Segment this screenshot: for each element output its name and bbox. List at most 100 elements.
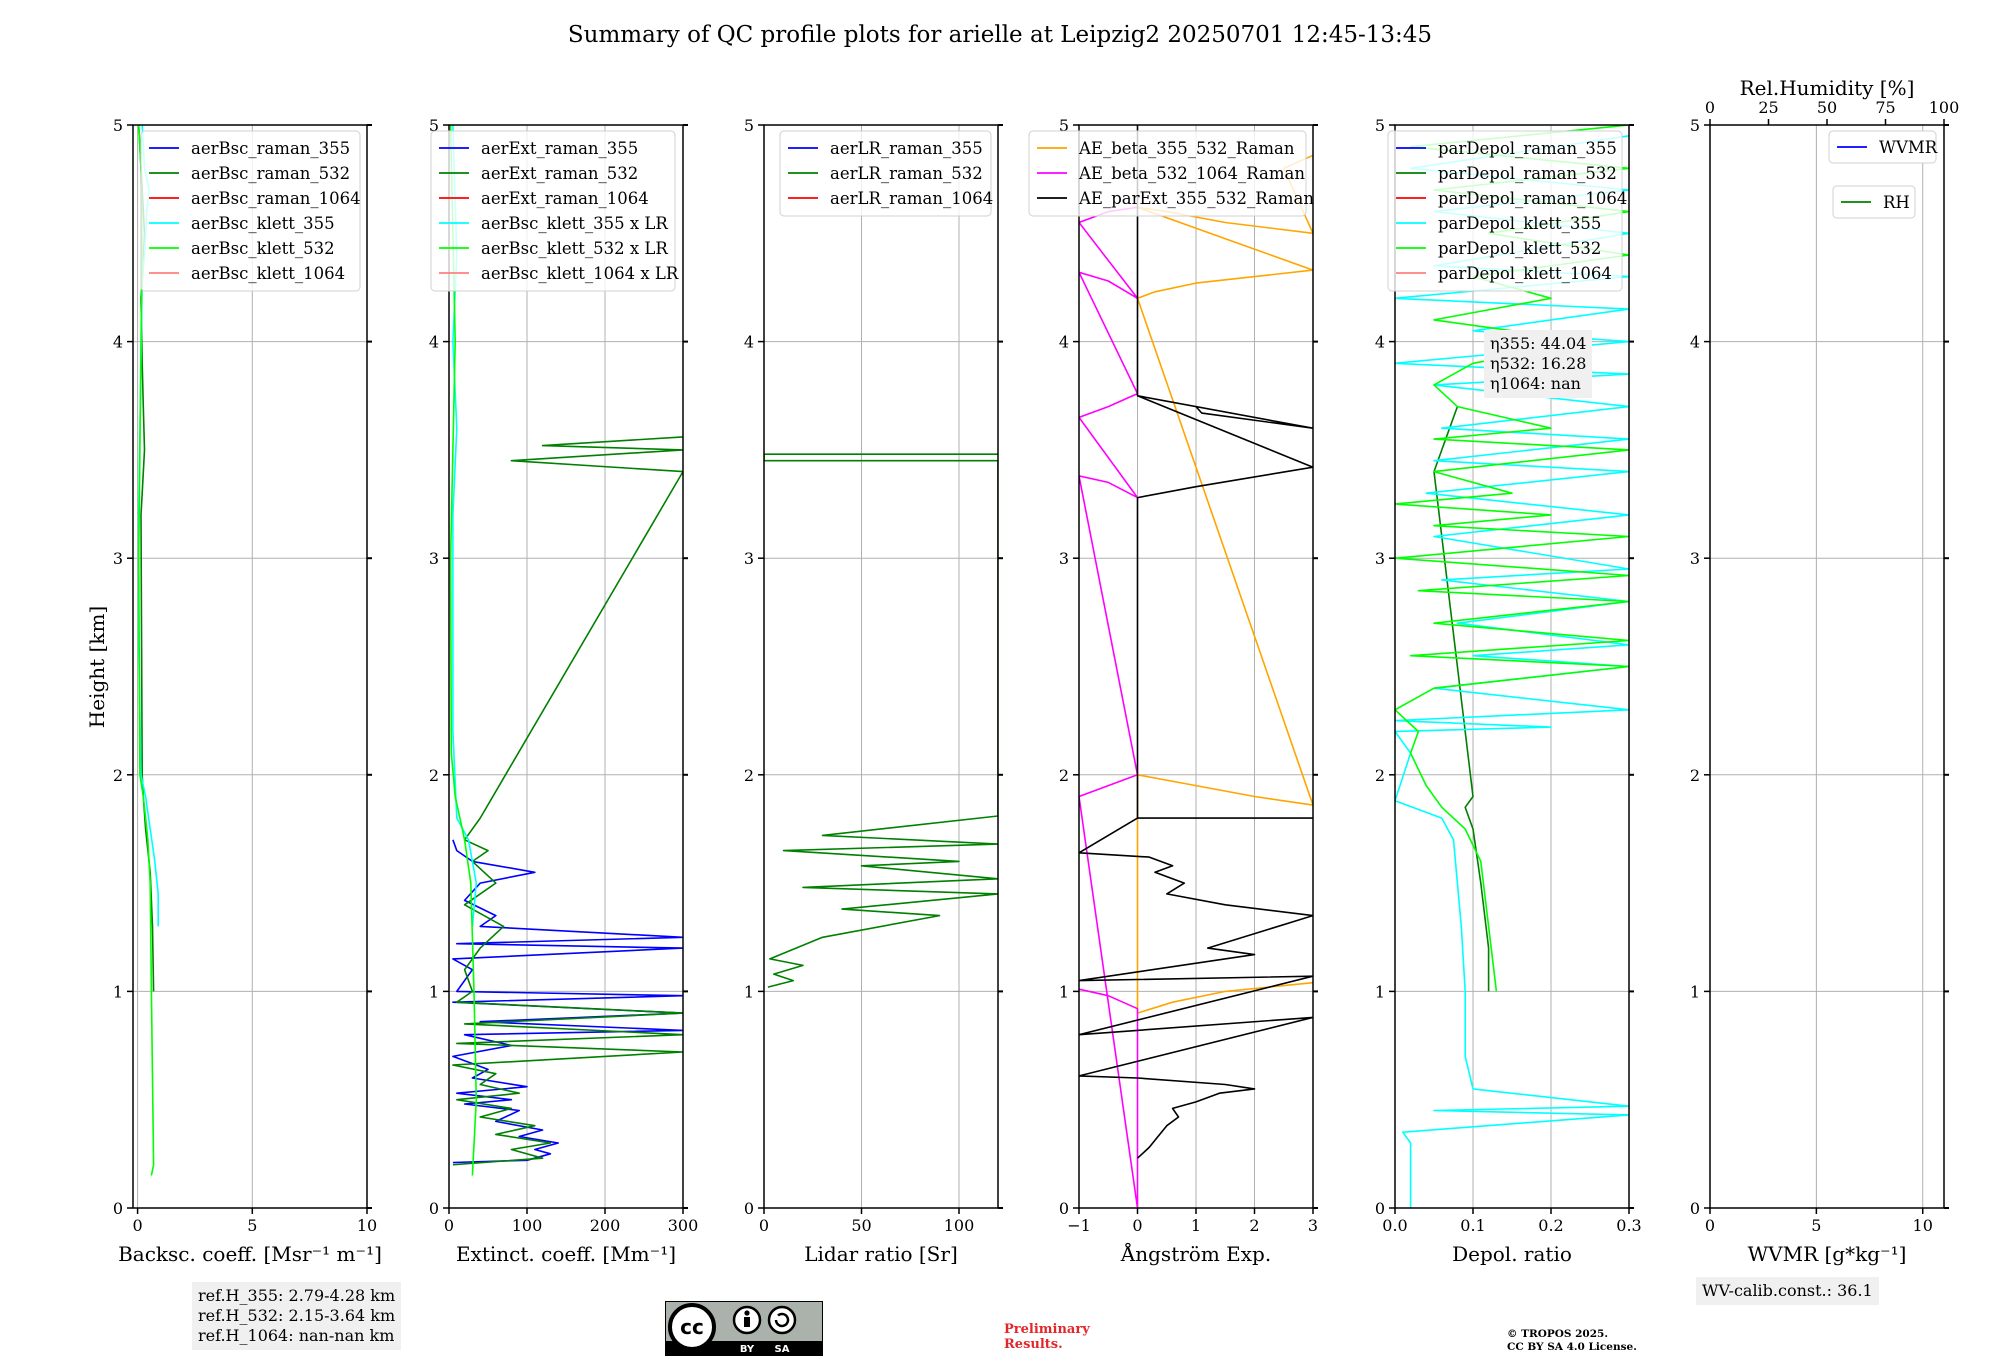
copyright-line-1: © TROPOS 2025. — [1507, 1328, 1609, 1340]
x-tick-label: 50 — [851, 1216, 871, 1235]
cc-license-badge: cc BY SA — [665, 1301, 823, 1356]
legend-RH: RH — [1832, 185, 1916, 219]
sa-share-arrow — [774, 1312, 790, 1328]
x2-axis-label: Rel.Humidity [%] — [1740, 76, 1915, 100]
legend-label: aerBsc_klett_1064 — [191, 264, 345, 283]
series-line-AE_beta_355_532_Raman — [1136, 154, 1313, 1014]
y-tick-label: 1 — [1375, 982, 1385, 1001]
x-tick-label: 0.3 — [1616, 1216, 1641, 1235]
x-tick-label: 10 — [1913, 1216, 1933, 1235]
x-tick-label: 0 — [444, 1216, 454, 1235]
y-tick-label: 5 — [1690, 116, 1700, 135]
y-axis-label: Height [km] — [85, 606, 109, 728]
y-tick-label: 5 — [744, 116, 754, 135]
x-tick-label: 100 — [944, 1216, 975, 1235]
y-tick-label: 0 — [429, 1199, 439, 1218]
y-tick-label: 0 — [1375, 1199, 1385, 1218]
y-tick-label: 4 — [1375, 333, 1385, 352]
legend-label: WVMR — [1879, 138, 1938, 157]
legend-box — [1832, 185, 1916, 219]
y-tick-label: 3 — [744, 549, 754, 568]
panel-backscatter: 0 5 10 0 1 2 3 4 5 Backsc. coeff. [Msr⁻¹ m⁻¹] aerB… — [113, 116, 382, 1266]
legend-box — [1387, 130, 1623, 292]
y-tick-label: 5 — [1375, 116, 1385, 135]
copyright-note: © TROPOS 2025. CC BY SA 4.0 License. — [1507, 1328, 1637, 1354]
legend-label: parDepol_klett_1064 — [1438, 264, 1612, 283]
series-line-AE_parExt_355_532_Raman — [1079, 125, 1313, 1159]
legend-box — [1828, 130, 1937, 164]
reference-height-note: ref.H_355: 2.79-4.28 km ref.H_532: 2.15-… — [192, 1282, 402, 1350]
legend-label: aerLR_raman_1064 — [830, 189, 993, 208]
x-tick-label: 0.1 — [1460, 1216, 1485, 1235]
legend-label: aerBsc_klett_1064 x LR — [481, 264, 679, 283]
y-tick-label: 3 — [1059, 549, 1069, 568]
legend: aerExt_raman_355 aerExt_raman_532 aerExt_r… — [430, 130, 679, 292]
y-tick-label: 4 — [744, 333, 754, 352]
x2-tick-label: 50 — [1817, 98, 1837, 117]
x-tick-label: 5 — [1811, 1216, 1821, 1235]
axes-frame — [132, 124, 368, 1209]
x-tick-label: 5 — [247, 1216, 257, 1235]
legend-label: AE_beta_355_532_Raman — [1078, 139, 1295, 158]
x-axis-label: WVMR [g*kg⁻¹] — [1748, 1242, 1907, 1266]
cc-text: cc — [680, 1315, 704, 1339]
x-tick-label: 2 — [1249, 1216, 1259, 1235]
y-tick-label: 2 — [1375, 766, 1385, 785]
series-line-aerExt_raman_532 — [452, 436, 683, 1166]
y-tick-label: 2 — [1059, 766, 1069, 785]
y-tick-label: 4 — [429, 333, 439, 352]
legend-label: aerBsc_raman_355 — [191, 139, 350, 158]
legend-box — [1028, 130, 1307, 217]
y-tick-label: 3 — [429, 549, 439, 568]
legend-label: parDepol_klett_355 — [1438, 214, 1601, 233]
legend: parDepol_raman_355 parDepol_raman_532 parD… — [1387, 130, 1627, 292]
legend: aerBsc_raman_355 aerBsc_raman_532 aerBsc_r… — [140, 130, 361, 292]
x-tick-label: 100 — [512, 1216, 543, 1235]
y-tick-label: 0 — [744, 1199, 754, 1218]
legend-label: aerLR_raman_355 — [830, 139, 983, 158]
legend: AE_beta_355_532_Raman AE_beta_532_1064_Ra… — [1028, 130, 1314, 217]
series-line-AE_beta_532_1064_Raman — [1079, 206, 1139, 1208]
data-area — [1079, 125, 1313, 1208]
legend-box — [779, 130, 992, 217]
x-tick-label: 300 — [668, 1216, 699, 1235]
legend-box — [140, 130, 361, 292]
data-area — [449, 125, 683, 1176]
legend: aerLR_raman_355 aerLR_raman_532 aerLR_rama… — [779, 130, 993, 217]
panel-lidar_ratio: 0 50 100 0 1 2 3 4 5 Lidar ratio [Sr] aerLR_raman_… — [744, 116, 1003, 1266]
y-tick-label: 0 — [1690, 1199, 1700, 1218]
series-line-aerExt_raman_355 — [452, 839, 683, 1164]
y-tick-label: 1 — [429, 982, 439, 1001]
panel-depolarization: 0.0 0.1 0.2 0.3 0 1 2 3 4 5 Depol. ratio parDepol_r… — [1375, 116, 1642, 1266]
legend-label: parDepol_raman_1064 — [1438, 189, 1627, 208]
x2-tick-label: 0 — [1705, 98, 1715, 117]
axes-frame — [1394, 124, 1630, 1209]
y-tick-label: 5 — [113, 116, 123, 135]
series-line-parDepol_klett_355 — [1395, 135, 1629, 1208]
legend-label: aerExt_raman_532 — [481, 164, 638, 183]
x-tick-label: 1 — [1191, 1216, 1201, 1235]
sa-label: SA — [775, 1344, 790, 1355]
axes-frame — [763, 124, 999, 1209]
y-tick-label: 4 — [113, 333, 123, 352]
data-area — [764, 453, 998, 988]
y-tick-label: 4 — [1690, 333, 1700, 352]
y-tick-label: 2 — [1690, 766, 1700, 785]
by-person-head — [744, 1310, 750, 1316]
x-tick-label: 0 — [759, 1216, 769, 1235]
y-tick-label: 2 — [113, 766, 123, 785]
legend-label: aerBsc_klett_355 x LR — [481, 214, 668, 233]
y-tick-label: 0 — [1059, 1199, 1069, 1218]
y-tick-label: 3 — [1690, 549, 1700, 568]
x-axis-label: Backsc. coeff. [Msr⁻¹ m⁻¹] — [118, 1242, 382, 1266]
x-axis-label: Extinct. coeff. [Mm⁻¹] — [456, 1242, 676, 1266]
legend-label: aerBsc_raman_532 — [191, 164, 350, 183]
legend-label: parDepol_raman_355 — [1438, 139, 1617, 158]
legend-label: aerBsc_raman_1064 — [191, 189, 361, 208]
y-tick-label: 3 — [113, 549, 123, 568]
legend-WVMR: WVMR — [1828, 130, 1938, 164]
x-axis-label: Depol. ratio — [1452, 1242, 1572, 1266]
